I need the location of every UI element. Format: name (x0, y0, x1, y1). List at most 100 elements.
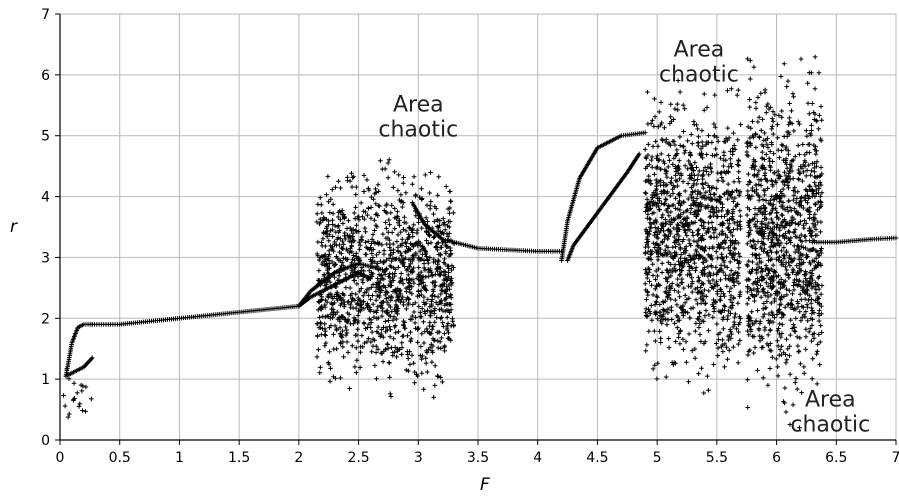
data-point (715, 289, 720, 294)
data-point (690, 189, 695, 194)
data-point (719, 175, 725, 180)
data-point (449, 267, 454, 273)
data-point (378, 350, 384, 356)
data-point (813, 265, 819, 270)
data-point (802, 218, 807, 223)
data-point (405, 352, 411, 357)
data-point (778, 296, 783, 302)
data-point (382, 292, 388, 298)
data-point (805, 318, 810, 324)
data-point (437, 307, 442, 312)
data-point (448, 301, 454, 307)
data-point (750, 259, 755, 265)
data-point (786, 198, 792, 204)
data-point (644, 275, 650, 281)
data-point (801, 371, 807, 376)
data-point (767, 366, 773, 371)
data-point (770, 283, 776, 289)
data-point (718, 298, 723, 303)
data-point (695, 126, 700, 132)
data-point (805, 100, 811, 106)
data-point (652, 220, 658, 226)
data-point (409, 316, 415, 322)
data-point (701, 107, 707, 113)
data-point (797, 171, 802, 176)
data-point (775, 147, 781, 153)
data-point (730, 152, 735, 157)
data-point (434, 315, 440, 320)
data-point (798, 361, 803, 367)
data-point (353, 205, 358, 210)
data-point (424, 229, 429, 235)
data-point (673, 244, 678, 250)
data-point (423, 172, 428, 178)
data-point (427, 190, 432, 196)
data-point (813, 118, 819, 123)
data-point (363, 251, 368, 257)
data-point (660, 307, 666, 312)
data-point (672, 321, 677, 326)
data-point (777, 227, 783, 233)
data-point (445, 206, 451, 212)
data-point (768, 292, 774, 298)
data-point (806, 194, 812, 200)
data-point (395, 286, 401, 291)
data-point (79, 388, 85, 394)
data-point (659, 226, 664, 231)
data-point (404, 289, 409, 294)
data-point (772, 315, 777, 320)
data-point (706, 312, 712, 318)
data-point (383, 290, 389, 295)
data-point (404, 267, 410, 273)
data-point (761, 137, 767, 143)
data-point (355, 313, 361, 318)
data-point (83, 409, 88, 414)
data-point (746, 315, 752, 321)
data-point (359, 305, 364, 310)
data-point (789, 208, 794, 213)
data-point (769, 177, 774, 183)
data-point (794, 277, 799, 282)
data-point (387, 275, 393, 281)
x-tick-label: 5.5 (706, 450, 728, 466)
data-point (338, 185, 343, 191)
data-point (699, 223, 704, 228)
data-point (735, 137, 741, 143)
data-point (791, 243, 797, 249)
data-point (782, 385, 788, 391)
data-point (360, 293, 366, 299)
data-point (437, 299, 443, 305)
data-point (795, 210, 801, 215)
data-point (767, 318, 773, 324)
data-point (719, 221, 725, 227)
data-point (689, 281, 695, 286)
data-point (411, 174, 417, 179)
data-point (814, 118, 820, 124)
data-point (357, 242, 363, 248)
data-point (338, 341, 343, 346)
data-point (681, 144, 686, 150)
data-point (806, 162, 812, 168)
data-point (416, 255, 422, 260)
data-point (334, 268, 340, 274)
data-point (430, 343, 436, 349)
data-point (399, 352, 405, 357)
data-point (419, 370, 425, 376)
data-point (771, 197, 777, 202)
data-point (701, 91, 707, 97)
data-point (444, 314, 450, 320)
data-point (736, 322, 741, 327)
data-point (735, 240, 741, 246)
data-point (804, 255, 809, 260)
data-point (754, 187, 759, 193)
data-point (792, 189, 798, 195)
data-point (431, 259, 436, 265)
data-point (697, 321, 703, 326)
data-point (318, 365, 323, 370)
data-point (714, 234, 720, 240)
data-point (812, 180, 817, 185)
data-point (745, 352, 751, 358)
data-point (371, 239, 377, 245)
data-point (730, 233, 735, 239)
data-point (764, 280, 769, 286)
